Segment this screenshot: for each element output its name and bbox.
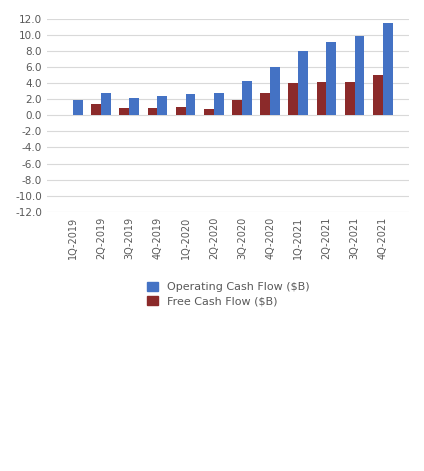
Bar xyxy=(214,93,223,115)
Bar xyxy=(354,36,364,115)
Bar xyxy=(73,100,83,115)
Bar xyxy=(148,108,157,115)
Bar xyxy=(373,75,383,115)
Bar xyxy=(204,109,214,115)
Bar xyxy=(345,81,354,115)
Bar xyxy=(288,83,298,115)
Bar xyxy=(101,93,111,115)
Bar xyxy=(186,95,195,115)
Bar xyxy=(298,51,308,115)
Bar xyxy=(383,23,393,115)
Bar xyxy=(242,81,252,115)
Bar xyxy=(317,81,326,115)
Bar xyxy=(326,42,336,115)
Legend: Operating Cash Flow ($B), Free Cash Flow ($B): Operating Cash Flow ($B), Free Cash Flow… xyxy=(147,282,309,307)
Bar xyxy=(120,108,129,115)
Bar xyxy=(157,96,167,115)
Bar xyxy=(129,97,139,115)
Bar xyxy=(176,107,186,115)
Bar xyxy=(232,100,242,115)
Bar xyxy=(63,114,73,115)
Bar xyxy=(91,104,101,115)
Bar xyxy=(270,67,280,115)
Bar xyxy=(260,93,270,115)
